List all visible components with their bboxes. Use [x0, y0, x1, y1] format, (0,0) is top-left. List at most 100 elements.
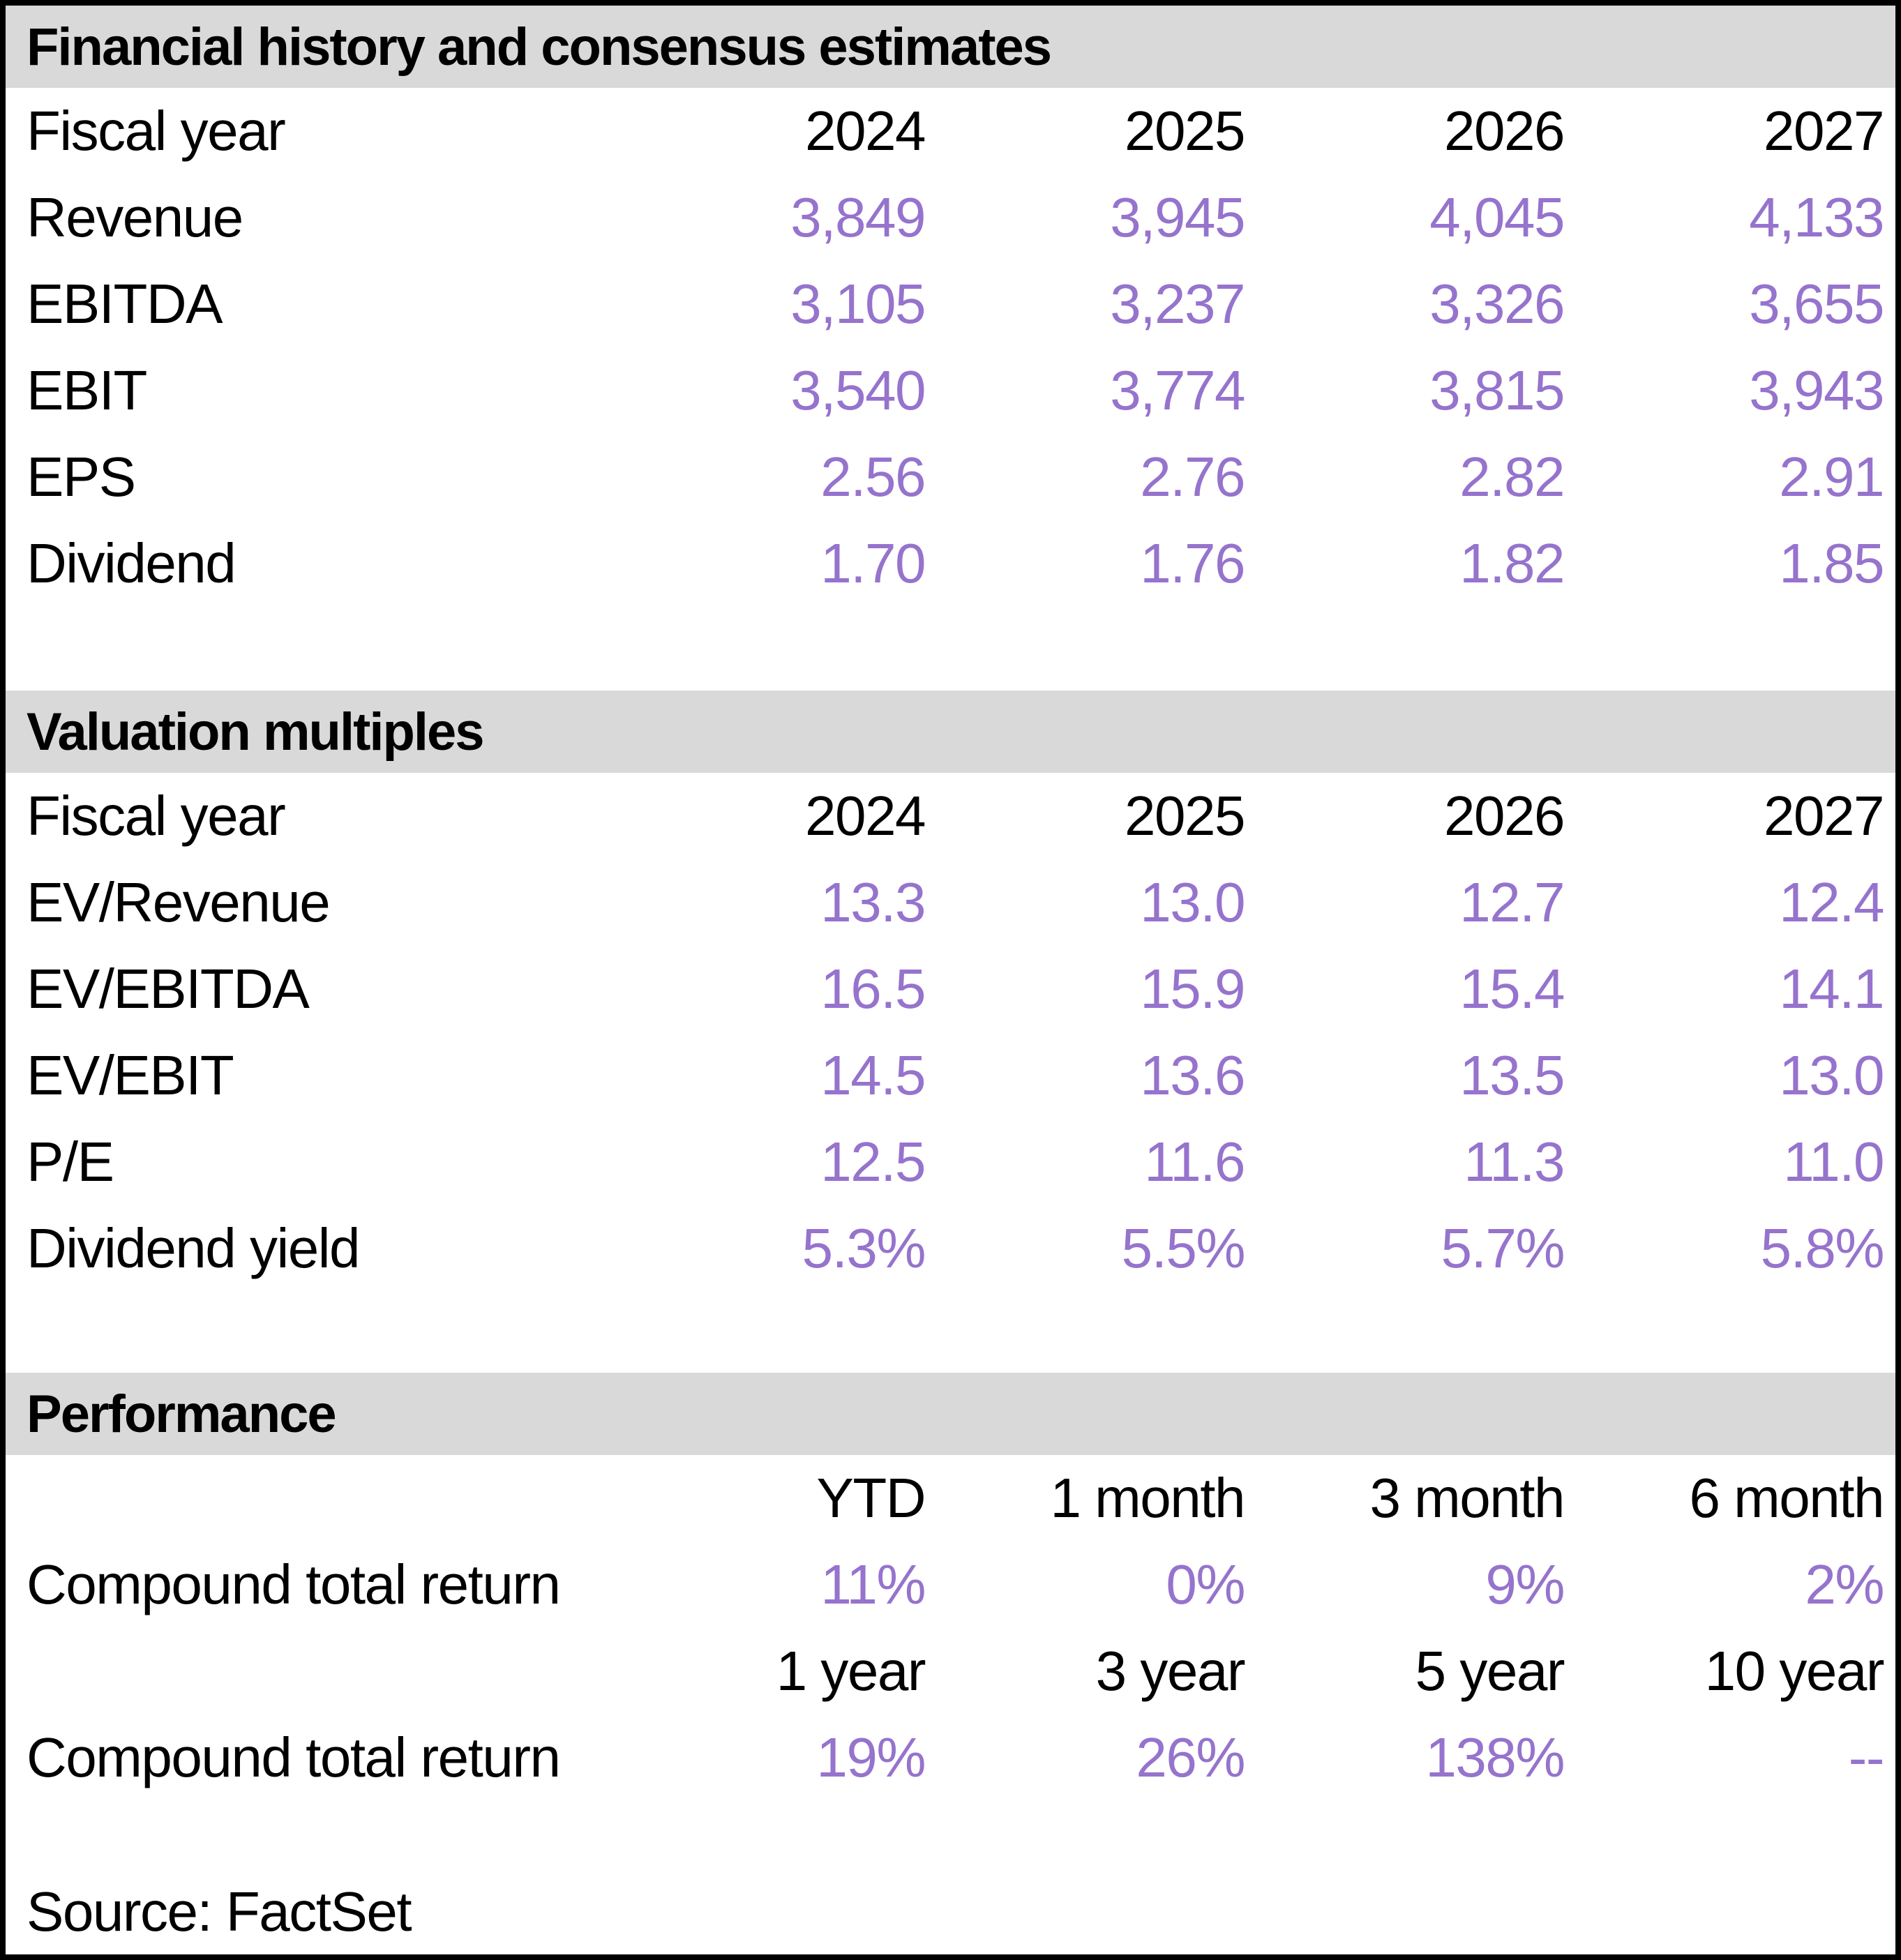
value-cell: 5.3%: [802, 1217, 926, 1279]
column-header-cell: 2026: [1444, 785, 1565, 847]
table-row: Compound total return 11% 0% 9% 2%: [6, 1541, 1895, 1628]
row-label: EPS: [27, 446, 136, 508]
column-header-cell: 2025: [1125, 100, 1245, 162]
value-cell: 12.5: [820, 1131, 926, 1193]
section-band: Performance: [6, 1373, 1895, 1455]
value-cell: 3,943: [1749, 359, 1884, 421]
value-cell: 11.6: [1144, 1131, 1245, 1193]
section-band: Valuation multiples: [6, 691, 1895, 773]
value-cell: 12.7: [1459, 871, 1565, 933]
row-label: Revenue: [27, 186, 243, 248]
row-label: EV/EBITDA: [27, 958, 310, 1020]
value-cell: 4,133: [1749, 186, 1884, 248]
value-cell: 12.4: [1779, 871, 1884, 933]
table-row: EV/EBIT 14.5 13.6 13.5 13.0: [6, 1032, 1895, 1119]
column-header-cell: 2027: [1764, 785, 1884, 847]
header-row: Fiscal year 2024 2025 2026 2027: [6, 773, 1895, 859]
section-title: Performance: [27, 1384, 337, 1444]
source-row: Source: FactSet: [6, 1869, 1895, 1954]
header-row: 1 year 3 year 5 year 10 year: [6, 1628, 1895, 1714]
value-cell: 11.3: [1464, 1131, 1565, 1193]
row-label: EBIT: [27, 359, 147, 421]
value-cell: 13.6: [1140, 1044, 1245, 1106]
row-label: Dividend: [27, 532, 236, 594]
value-cell: 26%: [1136, 1726, 1245, 1788]
value-cell: 13.0: [1779, 1044, 1884, 1106]
value-cell: 11%: [820, 1553, 926, 1615]
source-note: Source: FactSet: [27, 1880, 412, 1943]
column-header-cell: 2024: [805, 785, 926, 847]
row-label: EBITDA: [27, 273, 223, 335]
row-label: Fiscal year: [27, 785, 286, 847]
value-cell: 1.76: [1140, 532, 1245, 594]
value-cell: 1.82: [1459, 532, 1565, 594]
row-label: EV/EBIT: [27, 1044, 234, 1106]
column-header-cell: 1 year: [776, 1640, 926, 1702]
value-cell: 14.5: [820, 1044, 926, 1106]
table-row: Dividend yield 5.3% 5.5% 5.7% 5.8%: [6, 1205, 1895, 1292]
header-row: Fiscal year 2024 2025 2026 2027: [6, 88, 1895, 174]
row-label: EV/Revenue: [27, 871, 331, 933]
value-cell: 11.0: [1783, 1131, 1884, 1193]
value-cell: 3,326: [1429, 273, 1565, 335]
table-row: Dividend 1.70 1.76 1.82 1.85: [6, 520, 1895, 607]
value-cell: 9%: [1485, 1553, 1565, 1615]
value-cell: 0%: [1166, 1553, 1245, 1615]
value-cell: 16.5: [820, 958, 926, 1020]
section-band: Financial history and consensus estimate…: [6, 6, 1895, 88]
row-label: Compound total return: [27, 1726, 561, 1788]
value-cell: 1.70: [820, 532, 926, 594]
value-cell: --: [1848, 1726, 1885, 1788]
value-cell: 3,237: [1110, 273, 1245, 335]
value-cell: 3,815: [1429, 359, 1565, 421]
value-cell: 3,105: [790, 273, 926, 335]
value-cell: 2.56: [820, 446, 926, 508]
column-header-cell: 1 month: [1050, 1467, 1245, 1529]
value-cell: 14.1: [1779, 958, 1884, 1020]
value-cell: 3,849: [790, 186, 926, 248]
column-header-cell: 10 year: [1704, 1640, 1885, 1702]
value-cell: 13.0: [1140, 871, 1245, 933]
column-header-cell: 6 month: [1689, 1467, 1884, 1529]
table-row: EBITDA 3,105 3,237 3,326 3,655: [6, 261, 1895, 347]
value-cell: 3,774: [1110, 359, 1245, 421]
table-row: Revenue 3,849 3,945 4,045 4,133: [6, 174, 1895, 261]
column-header-cell: 2025: [1125, 785, 1245, 847]
row-label: Compound total return: [27, 1553, 561, 1615]
header-row: YTD 1 month 3 month 6 month: [6, 1455, 1895, 1541]
table-row: P/E 12.5 11.6 11.3 11.0: [6, 1119, 1895, 1205]
value-cell: 4,045: [1429, 186, 1565, 248]
value-cell: 19%: [816, 1726, 926, 1788]
value-cell: 138%: [1425, 1726, 1565, 1788]
table-row: EPS 2.56 2.76 2.82 2.91: [6, 434, 1895, 520]
column-header-cell: 2026: [1444, 100, 1565, 162]
value-cell: 5.7%: [1441, 1217, 1565, 1279]
value-cell: 1.85: [1779, 532, 1884, 594]
value-cell: 2%: [1805, 1553, 1884, 1615]
column-header-cell: 3 year: [1095, 1640, 1246, 1702]
value-cell: 2.76: [1140, 446, 1245, 508]
column-header-cell: 5 year: [1415, 1640, 1565, 1702]
value-cell: 2.91: [1779, 446, 1884, 508]
value-cell: 2.82: [1459, 446, 1565, 508]
table-row: Compound total return 19% 26% 138% --: [6, 1714, 1895, 1801]
value-cell: 15.4: [1459, 958, 1565, 1020]
value-cell: 5.8%: [1760, 1217, 1885, 1279]
value-cell: 3,945: [1110, 186, 1245, 248]
column-header-cell: 3 month: [1369, 1467, 1565, 1529]
value-cell: 3,540: [790, 359, 926, 421]
column-header-cell: 2027: [1764, 100, 1884, 162]
value-cell: 3,655: [1749, 273, 1884, 335]
column-header-cell: 2024: [805, 100, 926, 162]
value-cell: 15.9: [1140, 958, 1245, 1020]
section-title: Valuation multiples: [27, 702, 485, 762]
section-title: Financial history and consensus estimate…: [27, 17, 1052, 77]
row-label: Dividend yield: [27, 1217, 361, 1279]
sections-container: Financial history and consensus estimate…: [6, 6, 1895, 1801]
table-row: EV/Revenue 13.3 13.0 12.7 12.4: [6, 859, 1895, 946]
row-label: P/E: [27, 1131, 114, 1193]
value-cell: 5.5%: [1121, 1217, 1246, 1279]
table-row: EV/EBITDA 16.5 15.9 15.4 14.1: [6, 946, 1895, 1032]
value-cell: 13.3: [820, 871, 926, 933]
